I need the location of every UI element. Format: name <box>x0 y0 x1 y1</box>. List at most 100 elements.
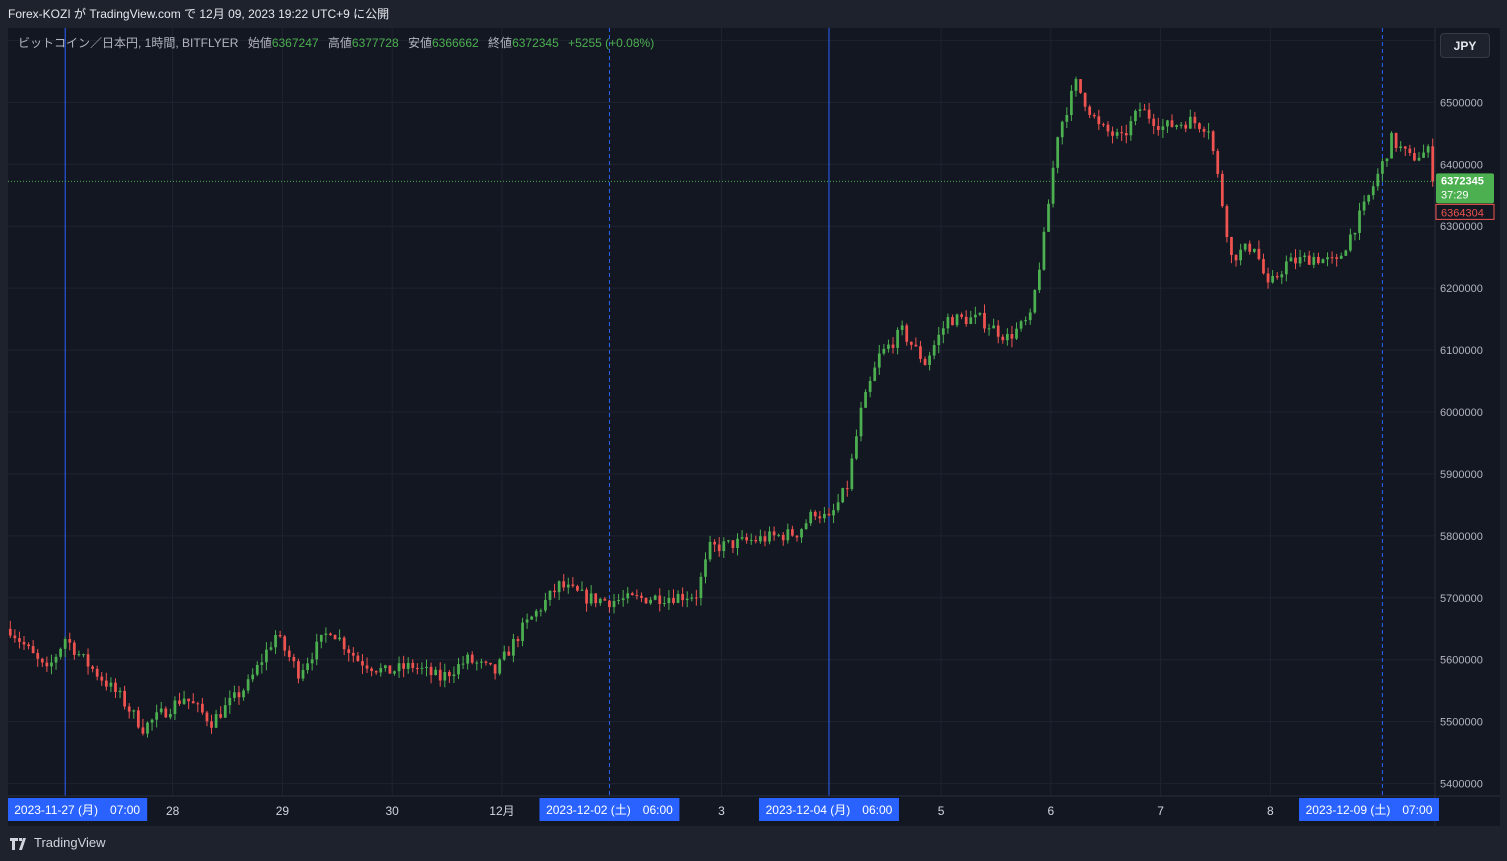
candle-body <box>31 646 35 654</box>
candle-body <box>708 541 712 560</box>
candle-body <box>1115 132 1119 136</box>
candle-body <box>1353 232 1357 235</box>
candle-body <box>736 538 739 548</box>
candle-body <box>95 668 99 677</box>
candle-body <box>205 712 209 722</box>
candle-body <box>873 367 877 381</box>
y-tick-label: 6400000 <box>1440 159 1483 171</box>
candle-body <box>233 692 236 698</box>
candle-body <box>740 537 744 539</box>
candle-body <box>27 644 30 647</box>
candle-body <box>132 710 136 712</box>
candle-body <box>168 714 172 718</box>
candle-body <box>859 407 863 437</box>
candle-body <box>530 616 534 620</box>
chart-svg[interactable]: 5400000 5500000 5600000 5700000 5800000 59000… <box>8 28 1500 826</box>
candle-body <box>1147 109 1151 119</box>
candle-body <box>1170 120 1174 127</box>
candle-body <box>795 535 799 538</box>
candle-body <box>159 708 163 713</box>
x-tick-label: 29 <box>276 804 290 818</box>
candle-body <box>141 727 145 734</box>
candle-body <box>996 325 1000 337</box>
symbol-label: ビットコイン／日本円, 1時間, BITFLYER <box>18 36 239 50</box>
candle-body <box>1303 255 1307 258</box>
candle-body <box>786 529 790 541</box>
tradingview-logo[interactable]: TradingView <box>10 835 106 850</box>
candle-body <box>1239 249 1242 261</box>
candle-body <box>319 634 323 642</box>
candle-body <box>612 600 616 608</box>
candle-body <box>457 664 460 675</box>
candle-body <box>603 598 607 601</box>
candle-body <box>576 586 579 591</box>
y-tick-label: 6300000 <box>1440 221 1483 233</box>
candle-body <box>1298 257 1302 264</box>
candle-body <box>1335 257 1339 259</box>
candle-body <box>146 722 149 734</box>
candle-body <box>40 658 44 663</box>
candle-body <box>1431 146 1435 182</box>
candle-body <box>745 537 749 541</box>
candle-body <box>781 534 785 541</box>
candle-body <box>1024 320 1028 322</box>
candle-body <box>114 682 117 693</box>
candle-body <box>415 668 419 670</box>
candle-body <box>1316 256 1320 264</box>
candle-body <box>685 598 689 601</box>
candle-body <box>571 584 575 587</box>
candle-body <box>882 348 886 354</box>
candle-body <box>1097 116 1101 125</box>
brand-label: TradingView <box>34 835 106 850</box>
candle-body <box>941 328 945 335</box>
candle-body <box>566 584 570 588</box>
candle-body <box>480 661 483 663</box>
candle-body <box>484 661 488 663</box>
candle-body <box>242 690 245 698</box>
candle-body <box>1362 201 1366 211</box>
candle-body <box>329 633 332 636</box>
candle-body <box>82 654 85 656</box>
candle-body <box>585 589 588 604</box>
candle-body <box>246 679 250 691</box>
candle-body <box>72 642 76 655</box>
candle-body <box>909 341 913 345</box>
candle-body <box>255 664 259 675</box>
candle-body <box>1243 243 1247 250</box>
high-label: 高値 <box>327 36 352 50</box>
candle-body <box>768 531 771 542</box>
x-tick-label: 8 <box>1267 804 1274 818</box>
candle-body <box>1124 133 1128 136</box>
candle-body <box>379 668 383 673</box>
candle-body <box>59 648 62 657</box>
candle-body <box>521 622 524 642</box>
top-bar: Forex-KOZI が TradingView.com で 12月 09, 2… <box>0 0 1507 28</box>
currency-button[interactable]: JPY <box>1440 33 1490 58</box>
candle-body <box>187 698 191 702</box>
candle-body <box>22 641 26 645</box>
candle-body <box>919 346 922 359</box>
candle-body <box>1234 255 1238 261</box>
candle-body <box>434 669 438 676</box>
candle-body <box>676 594 680 603</box>
marker-label: 2023-12-02 (土) 06:00 <box>546 803 673 817</box>
candle-body <box>452 674 456 677</box>
candle-body <box>109 682 113 687</box>
candle-body <box>914 344 918 347</box>
candle-body <box>1028 312 1032 321</box>
candle-body <box>86 654 90 667</box>
y-tick-label: 6200000 <box>1440 283 1483 295</box>
candle-body <box>978 312 982 315</box>
candle-body <box>1010 333 1014 339</box>
candle-body <box>649 599 652 604</box>
candle-body <box>525 619 529 623</box>
candle-body <box>201 703 204 713</box>
marker-label: 2023-12-04 (月) 06:00 <box>766 803 893 817</box>
x-tick-label: 6 <box>1047 804 1054 818</box>
marker-label-bg <box>1299 798 1439 821</box>
chart-area[interactable]: 5400000 5500000 5600000 5700000 5800000 59000… <box>8 28 1500 826</box>
candle-body <box>283 636 287 651</box>
candle-body <box>63 639 67 649</box>
candle-body <box>1390 132 1393 159</box>
marker-label-bg <box>8 798 148 821</box>
